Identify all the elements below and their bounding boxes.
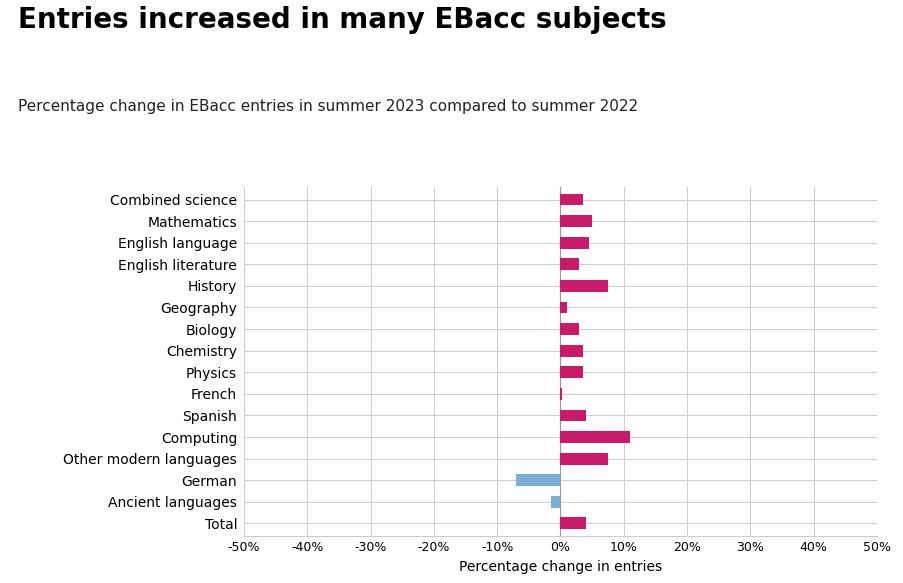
Bar: [560, 518, 585, 529]
Text: Percentage change in EBacc entries in summer 2023 compared to summer 2022: Percentage change in EBacc entries in su…: [18, 99, 638, 114]
Bar: [560, 431, 629, 443]
Bar: [560, 409, 585, 422]
Bar: [516, 475, 560, 486]
Bar: [560, 215, 591, 227]
Bar: [560, 323, 579, 335]
Bar: [551, 496, 560, 508]
Bar: [560, 366, 582, 378]
Bar: [560, 258, 579, 271]
Bar: [560, 194, 582, 205]
Bar: [560, 388, 561, 400]
Bar: [560, 280, 608, 292]
Bar: [560, 301, 566, 314]
Bar: [560, 345, 582, 357]
X-axis label: Percentage change in entries: Percentage change in entries: [459, 560, 661, 574]
Bar: [560, 237, 589, 248]
Bar: [560, 452, 608, 465]
Text: Entries increased in many EBacc subjects: Entries increased in many EBacc subjects: [18, 6, 666, 34]
